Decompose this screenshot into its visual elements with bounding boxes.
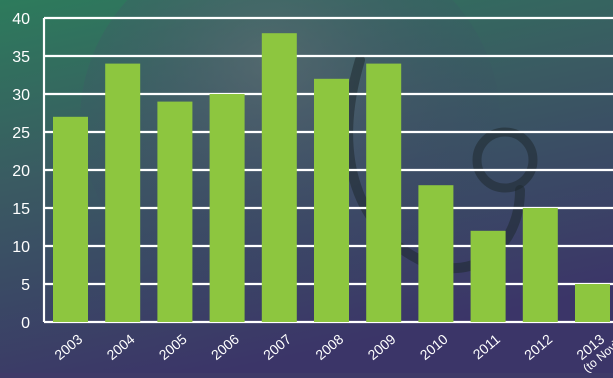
bar-2012 [522, 208, 558, 322]
y-tick-label: 40 [12, 11, 30, 28]
y-tick-label: 30 [12, 87, 30, 104]
y-axis: 0 5 10 15 20 25 30 35 40 [12, 11, 46, 332]
bar-2003 [53, 116, 88, 322]
bar-2006 [209, 94, 245, 322]
bar-2007 [261, 33, 297, 322]
y-tick-label: 10 [12, 239, 30, 256]
y-tick-label: 25 [12, 125, 30, 142]
bar-2009 [366, 63, 402, 322]
bar-2010 [418, 185, 454, 322]
y-tick-label: 35 [12, 49, 30, 66]
y-tick-label: 5 [21, 277, 30, 294]
y-tick-label: 0 [21, 315, 30, 332]
y-tick-label: 15 [12, 201, 30, 218]
bar-2005 [157, 101, 193, 322]
bar-2004 [105, 63, 141, 322]
bar-2011 [470, 230, 506, 322]
bar-2013 [575, 284, 610, 322]
bars [53, 33, 610, 322]
y-tick-label: 20 [12, 163, 30, 180]
bar-2008 [314, 78, 349, 322]
